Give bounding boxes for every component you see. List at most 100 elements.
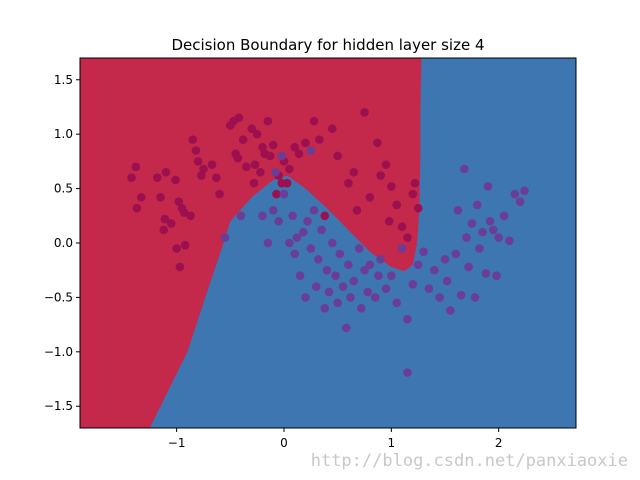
class-0-point — [252, 129, 262, 139]
class-1-point — [320, 303, 330, 313]
y-tick-label: 1.0 — [54, 127, 73, 141]
class-1-point — [271, 167, 280, 177]
class-0-point — [193, 157, 203, 166]
class-0-point — [272, 189, 281, 199]
class-0-point — [191, 146, 201, 155]
class-1-point — [453, 206, 463, 215]
class-1-point — [481, 269, 491, 278]
class-1-point — [472, 200, 482, 210]
class-1-point — [424, 284, 434, 294]
class-0-point — [294, 149, 304, 159]
class-0-point — [381, 160, 391, 169]
class-1-point — [440, 255, 450, 264]
x-tick-label: 0 — [280, 436, 288, 450]
class-1-point — [489, 225, 498, 235]
class-0-point — [410, 178, 420, 188]
class-0-point — [373, 138, 382, 148]
class-0-point — [247, 124, 257, 134]
class-1-point — [349, 276, 359, 286]
class-0-point — [309, 116, 319, 126]
class-1-point — [322, 265, 332, 275]
class-1-point — [505, 236, 514, 246]
class-0-point — [376, 171, 385, 180]
class-0-point — [207, 160, 217, 169]
class-1-point — [370, 293, 380, 302]
class-0-point — [349, 167, 359, 177]
class-0-point — [131, 162, 141, 172]
class-0-point — [258, 142, 267, 152]
class-0-point — [127, 173, 136, 183]
class-1-point — [492, 271, 501, 280]
watermark-text: http://blog.csdn.net/panxiaoxie — [311, 451, 628, 471]
class-1-point — [354, 244, 364, 253]
class-0-point — [175, 262, 185, 272]
class-1-point — [520, 186, 529, 196]
class-1-point — [403, 314, 412, 324]
class-1-point — [311, 282, 321, 291]
class-1-point — [446, 306, 455, 315]
class-1-point — [403, 368, 412, 377]
class-0-point — [301, 138, 310, 148]
class-0-point — [199, 164, 208, 174]
class-1-point — [333, 298, 342, 308]
class-1-point — [335, 249, 345, 259]
class-1-point — [397, 244, 407, 253]
x-tick-label: 2 — [495, 436, 503, 450]
class-1-point — [295, 271, 305, 280]
class-0-point — [408, 189, 418, 199]
class-1-point — [429, 265, 439, 275]
class-1-point — [456, 290, 466, 300]
class-1-point — [290, 249, 300, 259]
class-0-point — [392, 200, 402, 210]
class-0-point — [282, 178, 292, 188]
class-1-point — [419, 247, 428, 257]
class-1-point — [374, 271, 383, 280]
class-1-point — [258, 211, 267, 221]
class-0-point — [233, 153, 243, 163]
class-1-point — [279, 189, 289, 199]
class-0-point — [197, 171, 206, 180]
class-1-point — [268, 206, 278, 215]
class-0-point — [413, 203, 423, 213]
class-1-point — [494, 233, 504, 242]
class-1-point — [306, 244, 316, 253]
class-0-point — [166, 219, 176, 228]
class-0-point — [161, 167, 171, 177]
class-1-point — [314, 255, 323, 264]
class-1-point — [317, 225, 326, 235]
class-0-point — [352, 206, 362, 215]
class-0-point — [174, 197, 184, 206]
class-1-point — [376, 255, 385, 264]
x-tick-label: −1 — [168, 436, 186, 450]
class-0-point — [384, 216, 394, 226]
class-0-point — [327, 124, 337, 134]
class-1-point — [263, 238, 273, 248]
class-0-point — [215, 189, 224, 199]
class-0-point — [188, 135, 198, 144]
class-1-point — [331, 271, 340, 280]
class-1-point — [338, 282, 348, 291]
class-1-point — [288, 211, 297, 221]
class-0-point — [180, 240, 190, 250]
class-1-point — [306, 146, 316, 155]
class-1-point — [363, 287, 373, 297]
class-0-point — [344, 178, 353, 188]
class-1-region — [149, 58, 576, 428]
class-0-point — [360, 108, 369, 117]
scatter-points — [127, 108, 529, 377]
class-1-point — [413, 260, 423, 270]
class-0-point — [156, 192, 165, 202]
class-0-point — [268, 140, 278, 150]
class-1-point — [360, 265, 369, 275]
class-0-point — [263, 116, 273, 126]
class-0-point — [365, 192, 375, 202]
class-0-point — [290, 142, 300, 152]
class-0-point — [333, 151, 342, 161]
y-tick-label: −0.5 — [44, 290, 73, 304]
class-1-point — [460, 164, 469, 174]
class-0-point — [403, 233, 412, 242]
class-1-point — [277, 151, 287, 161]
class-1-point — [451, 249, 461, 259]
class-1-point — [392, 298, 402, 308]
